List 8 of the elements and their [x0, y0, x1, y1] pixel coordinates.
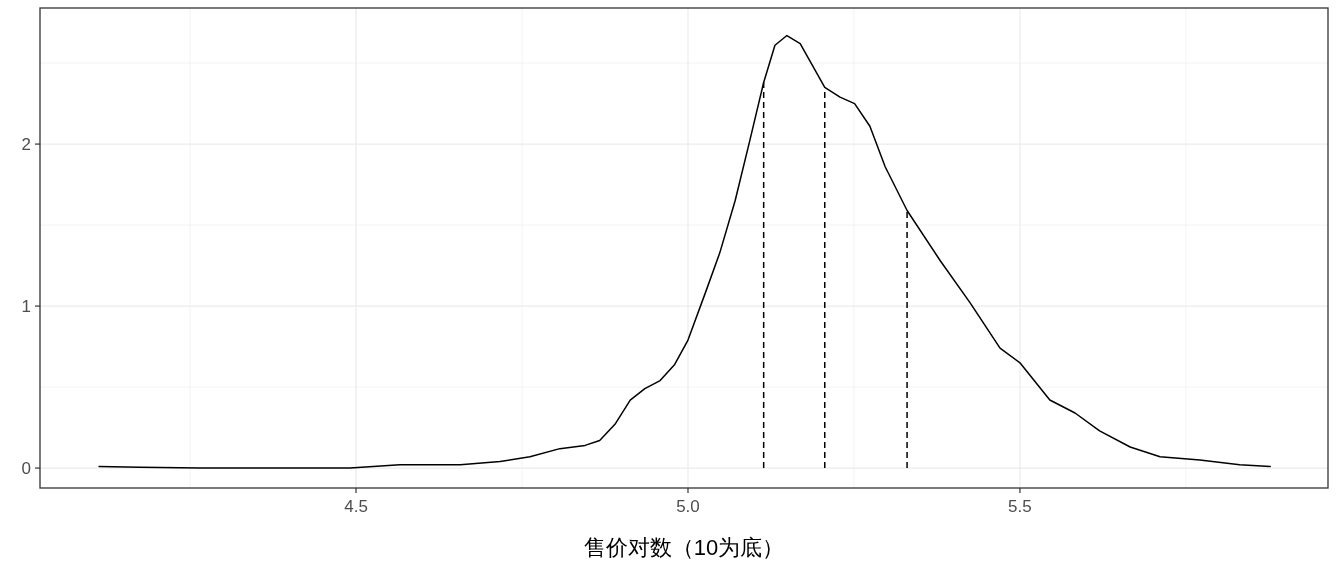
x-tick-label: 5.5 — [1008, 497, 1032, 516]
y-tick-label: 1 — [21, 297, 31, 317]
y-tick-label: 2 — [21, 135, 31, 155]
x-tick-label: 5.0 — [676, 497, 700, 516]
y-tick-label: 0 — [21, 459, 31, 479]
x-tick-label: 4.5 — [344, 497, 368, 516]
line-series — [98, 34, 1271, 469]
x-axis-title: 售价对数（10为底） — [583, 535, 785, 560]
